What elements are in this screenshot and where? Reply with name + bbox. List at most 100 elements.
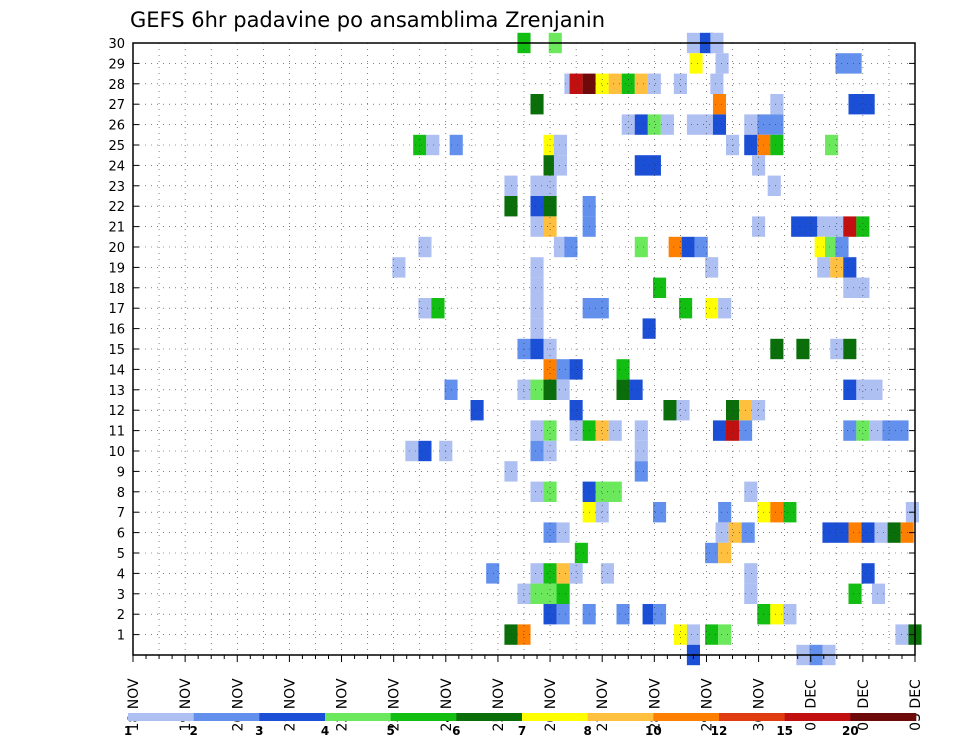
scale-swatch bbox=[128, 713, 194, 721]
precip-cell bbox=[712, 114, 727, 135]
precip-cell bbox=[504, 196, 518, 217]
precip-cell bbox=[843, 338, 857, 360]
y-tick-label: 20 bbox=[108, 241, 125, 256]
precip-cell bbox=[770, 134, 784, 156]
precip-cell bbox=[767, 175, 781, 196]
precip-cell bbox=[449, 134, 463, 156]
y-tick-label: 4 bbox=[117, 567, 125, 582]
precip-cell bbox=[621, 73, 635, 94]
scale-label: 20 bbox=[842, 724, 859, 738]
precip-cell bbox=[744, 134, 758, 156]
x-tick-label: 22 NOV bbox=[335, 678, 351, 732]
precip-cell bbox=[710, 73, 724, 94]
precip-cell bbox=[718, 502, 732, 523]
precip-cell bbox=[418, 440, 432, 462]
scale-label: 3 bbox=[255, 724, 263, 738]
precip-cell bbox=[530, 420, 544, 441]
precip-cell bbox=[530, 338, 544, 360]
precip-cell bbox=[504, 624, 518, 645]
precip-cell bbox=[392, 257, 406, 278]
precip-cell bbox=[556, 563, 570, 584]
precip-cell bbox=[705, 257, 719, 278]
precip-cell bbox=[653, 502, 667, 523]
scale-label: 15 bbox=[776, 724, 793, 738]
precip-cell bbox=[712, 420, 727, 441]
precip-cell bbox=[634, 155, 661, 176]
y-tick-label: 25 bbox=[108, 139, 125, 154]
precip-cell bbox=[770, 94, 784, 115]
y-tick-label: 22 bbox=[108, 200, 125, 215]
precip-cell bbox=[504, 461, 518, 482]
precip-cell bbox=[556, 359, 570, 380]
y-tick-label: 10 bbox=[108, 445, 125, 460]
precip-cell bbox=[543, 379, 557, 400]
precip-cell bbox=[504, 175, 518, 196]
precip-cell bbox=[686, 114, 714, 135]
precip-cell bbox=[530, 257, 544, 278]
x-tick-label: 25 NOV bbox=[491, 678, 507, 732]
precip-cell bbox=[718, 624, 732, 645]
precip-cell bbox=[770, 502, 784, 523]
y-tick-label: 17 bbox=[108, 302, 125, 317]
y-tick-label: 5 bbox=[117, 547, 125, 562]
scale-swatch bbox=[587, 713, 654, 721]
y-tick-label: 3 bbox=[117, 588, 125, 603]
precip-cell bbox=[418, 298, 432, 319]
precip-cell bbox=[530, 94, 544, 115]
precip-cell bbox=[835, 53, 862, 74]
precip-cell bbox=[543, 420, 557, 441]
precip-cell bbox=[530, 583, 557, 604]
precip-cell bbox=[668, 236, 682, 258]
scale-label: 5 bbox=[386, 724, 394, 738]
precip-cell bbox=[770, 338, 784, 360]
precip-cell bbox=[725, 420, 740, 441]
precip-cell bbox=[705, 542, 719, 564]
precip-cell bbox=[553, 236, 568, 258]
precip-cell bbox=[856, 379, 883, 400]
precip-cell bbox=[543, 481, 557, 502]
precip-cell bbox=[848, 583, 862, 604]
y-tick-label: 9 bbox=[117, 465, 125, 480]
y-tick-label: 23 bbox=[108, 180, 125, 195]
precip-cell bbox=[835, 236, 849, 258]
scale-label: 7 bbox=[518, 724, 526, 738]
scale-swatch bbox=[719, 713, 785, 721]
precip-cell bbox=[426, 134, 440, 156]
precip-cell bbox=[869, 420, 883, 441]
precip-cell bbox=[574, 542, 588, 564]
precip-cell bbox=[608, 73, 622, 94]
y-tick-label: 14 bbox=[108, 363, 125, 378]
precip-cell bbox=[856, 420, 870, 441]
precip-cell bbox=[595, 481, 622, 502]
scale-swatch bbox=[456, 713, 523, 721]
precip-cell bbox=[556, 522, 570, 543]
y-tick-label: 1 bbox=[117, 629, 125, 644]
y-tick-label: 18 bbox=[108, 282, 125, 297]
scale-swatch bbox=[325, 713, 391, 721]
y-tick-label: 15 bbox=[108, 343, 125, 358]
precip-cell bbox=[595, 73, 609, 94]
precip-cell bbox=[616, 604, 630, 625]
precip-cell bbox=[530, 379, 544, 400]
y-tick-label: 28 bbox=[108, 78, 125, 93]
precip-cell bbox=[856, 216, 870, 237]
precip-cell bbox=[796, 338, 810, 360]
precip-cell bbox=[681, 236, 695, 258]
precip-cell bbox=[712, 94, 727, 115]
precip-cell bbox=[705, 624, 719, 645]
y-tick-label: 7 bbox=[117, 506, 125, 521]
precip-cell bbox=[843, 216, 857, 237]
y-tick-label: 24 bbox=[108, 159, 125, 174]
precip-cell bbox=[556, 583, 570, 604]
scale-label: 2 bbox=[189, 724, 197, 738]
x-tick-label: 01 DEC bbox=[804, 679, 820, 731]
precip-cell bbox=[715, 53, 729, 74]
precip-cell bbox=[595, 420, 609, 441]
y-tick-label: 19 bbox=[108, 261, 125, 276]
x-tick-label: 21 NOV bbox=[282, 678, 298, 732]
precip-cell bbox=[530, 298, 544, 319]
x-tick-label: 26 NOV bbox=[543, 678, 559, 732]
scale-label: 10 bbox=[645, 724, 662, 738]
y-tick-label: 26 bbox=[108, 119, 125, 134]
precip-cell bbox=[663, 400, 677, 421]
